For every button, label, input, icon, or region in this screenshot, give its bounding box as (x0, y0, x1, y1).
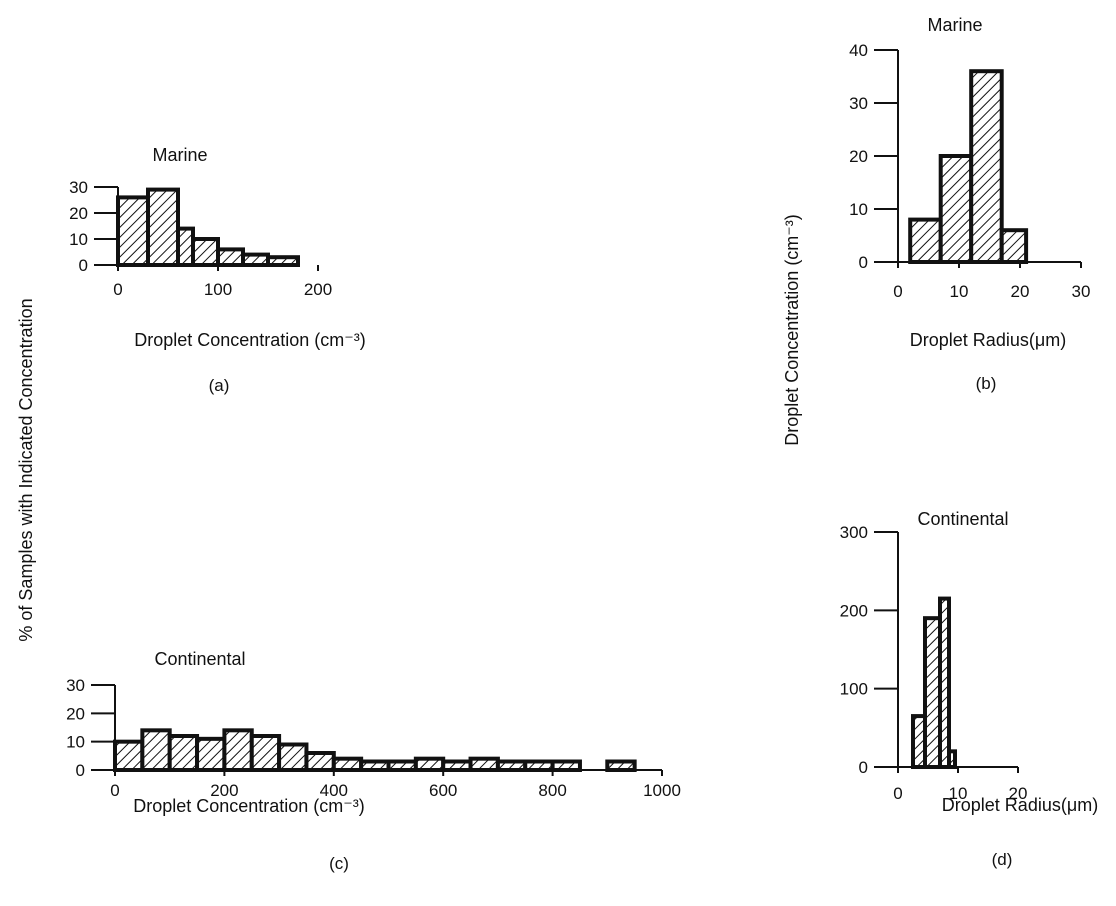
bar-c-13 (468, 756, 500, 773)
x-tick-label-a-2: 200 (304, 280, 332, 299)
bar-c-15 (523, 759, 555, 772)
x-tick-label-b-2: 20 (1011, 282, 1030, 301)
y-tick-label-d-2: 200 (840, 601, 868, 620)
x-tick-label-c-2: 400 (320, 781, 348, 800)
bar-a-5 (241, 252, 270, 268)
y-tick-label-a-0: 0 (79, 256, 88, 275)
bar-c-11 (413, 756, 446, 773)
bar-a-2 (176, 226, 195, 268)
bar-c-0 (113, 739, 145, 773)
x-tick-label-a-0: 0 (113, 280, 122, 299)
bar-a-4 (216, 247, 245, 267)
y-tick-label-b-1: 10 (849, 200, 868, 219)
x-tick-label-d-0: 0 (893, 784, 902, 803)
bar-c-10 (386, 759, 418, 772)
y-tick-label-c-2: 20 (66, 704, 85, 723)
histogram-panel-a: 0 10 20 30 0 100 200 Marine Droplet Concentratio… (69, 145, 366, 395)
bar-b-3 (999, 228, 1029, 264)
bar-c-8 (331, 756, 364, 773)
bar-c-1 (140, 728, 172, 772)
bar-c-7 (304, 751, 336, 772)
y-tick-label-b-0: 0 (859, 253, 868, 272)
bar-b-1 (938, 154, 974, 264)
chart-title-d: Continental (917, 509, 1008, 529)
chart-title-a: Marine (152, 145, 207, 165)
bar-d-3 (947, 749, 957, 769)
bar-a-3 (191, 237, 220, 267)
x-tick-label-c-1: 200 (210, 781, 238, 800)
bar-c-18 (605, 759, 637, 772)
bar-c-5 (249, 734, 282, 772)
bar-d-2 (938, 596, 951, 769)
chart-title-c: Continental (154, 649, 245, 669)
x-tick-label-b-3: 30 (1072, 282, 1091, 301)
y-tick-label-c-0: 0 (76, 761, 85, 780)
x-tick-label-d-2: 20 (1009, 784, 1028, 803)
y-tick-label-a-3: 30 (69, 178, 88, 197)
x-tick-label-d-1: 10 (949, 784, 968, 803)
panel-label-d: (d) (992, 850, 1013, 869)
bar-c-4 (222, 728, 254, 772)
x-tick-label-c-4: 800 (538, 781, 566, 800)
y-tick-label-d-0: 0 (859, 758, 868, 777)
bar-d-1 (923, 616, 942, 770)
panel-label-c: (c) (329, 854, 349, 873)
y-tick-label-a-1: 10 (69, 230, 88, 249)
y-tick-label-b-2: 20 (849, 147, 868, 166)
histogram-panel-b: 0 10 20 30 40 0 10 20 30 Marine Droplet Radius(μm)… (849, 15, 1090, 393)
bar-a-6 (266, 255, 300, 268)
bar-c-6 (277, 742, 309, 772)
bar-b-0 (908, 217, 943, 265)
x-tick-label-a-1: 100 (204, 280, 232, 299)
panel-label-a: (a) (209, 376, 230, 395)
x-tick-label-c-5: 1000 (643, 781, 681, 800)
panel-label-b: (b) (976, 374, 997, 393)
y-tick-label-d-3: 300 (840, 523, 868, 542)
bar-c-9 (359, 759, 391, 772)
x-axis-label-a: Droplet Concentration (cm⁻³) (134, 330, 366, 350)
x-axis-label-b: Droplet Radius(μm) (910, 330, 1066, 350)
histogram-panel-d: 0 100 200 300 0 10 20 Continental Droplet Radius… (840, 509, 1099, 869)
y-tick-label-b-4: 40 (849, 41, 868, 60)
y-tick-label-c-3: 30 (66, 676, 85, 695)
x-axis-label-c: Droplet Concentration (cm⁻³) (133, 796, 365, 816)
bar-c-16 (550, 759, 582, 772)
bar-a-1 (146, 187, 180, 268)
bar-c-12 (441, 759, 473, 772)
bar-a-0 (116, 195, 150, 267)
x-axis-label-d: Droplet Radius(μm) (942, 795, 1098, 815)
y-tick-label-b-3: 30 (849, 94, 868, 113)
right-shared-ylabel: Droplet Concentration (cm⁻³) (782, 214, 802, 446)
y-tick-label-c-1: 10 (66, 733, 85, 752)
chart-title-b: Marine (927, 15, 982, 35)
x-tick-label-b-1: 10 (950, 282, 969, 301)
left-shared-ylabel: % of Samples with Indicated Concentratio… (16, 298, 36, 641)
histogram-panel-c: 0 10 20 30 0 200 400 600 800 1000 Continental Dropl… (66, 649, 681, 873)
x-tick-label-c-3: 600 (429, 781, 457, 800)
y-tick-label-a-2: 20 (69, 204, 88, 223)
x-tick-label-b-0: 0 (893, 282, 902, 301)
bar-c-3 (195, 736, 227, 772)
bar-b-2 (969, 69, 1004, 264)
bar-c-14 (495, 759, 528, 772)
x-tick-label-c-0: 0 (110, 781, 119, 800)
y-tick-label-d-1: 100 (840, 680, 868, 699)
bar-c-2 (167, 734, 200, 772)
